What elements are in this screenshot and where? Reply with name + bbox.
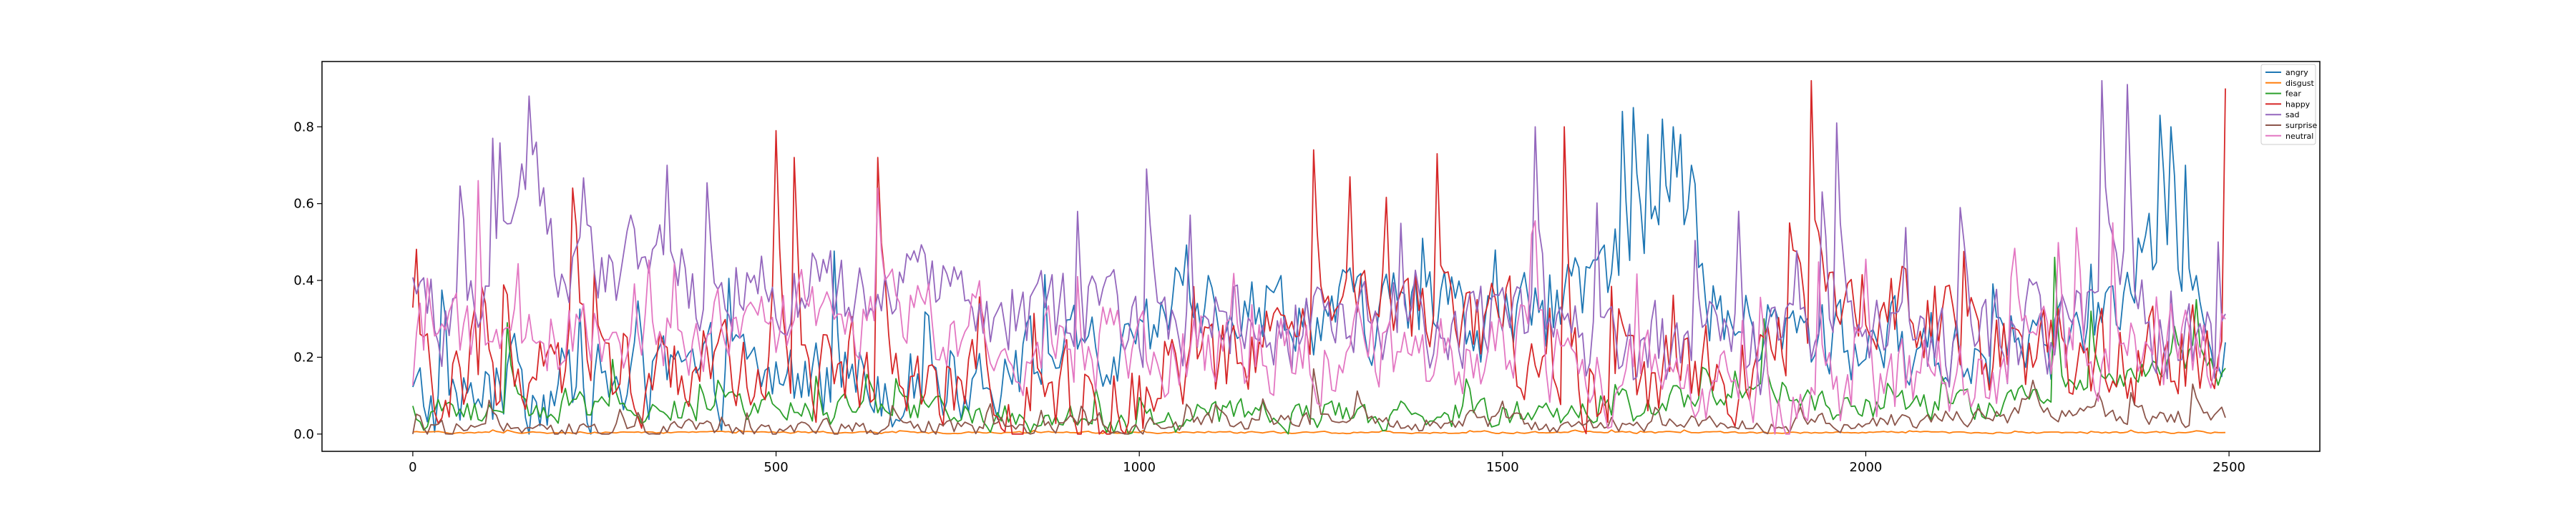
x-tick-label: 2000 [1850,460,1883,475]
legend-label-happy: happy [2285,99,2311,109]
y-tick-label: 0.6 [293,197,314,212]
x-tick-label: 2500 [2212,460,2245,475]
x-tick-label: 1500 [1486,460,1519,475]
y-tick-label: 0.2 [293,350,314,365]
legend-label-angry: angry [2285,68,2308,77]
x-tick-label: 1000 [1123,460,1156,475]
x-tick-label: 500 [763,460,788,475]
legend-label-sad: sad [2285,110,2299,119]
legend-label-surprise: surprise [2285,121,2318,130]
y-tick-label: 0.4 [293,273,314,288]
y-tick-label: 0.8 [293,119,314,134]
y-tick-label: 0.0 [293,427,314,442]
legend-label-fear: fear [2285,89,2301,99]
legend-label-disgust: disgust [2285,79,2314,88]
x-tick-label: 0 [409,460,416,475]
legend-label-neutral: neutral [2285,132,2313,141]
